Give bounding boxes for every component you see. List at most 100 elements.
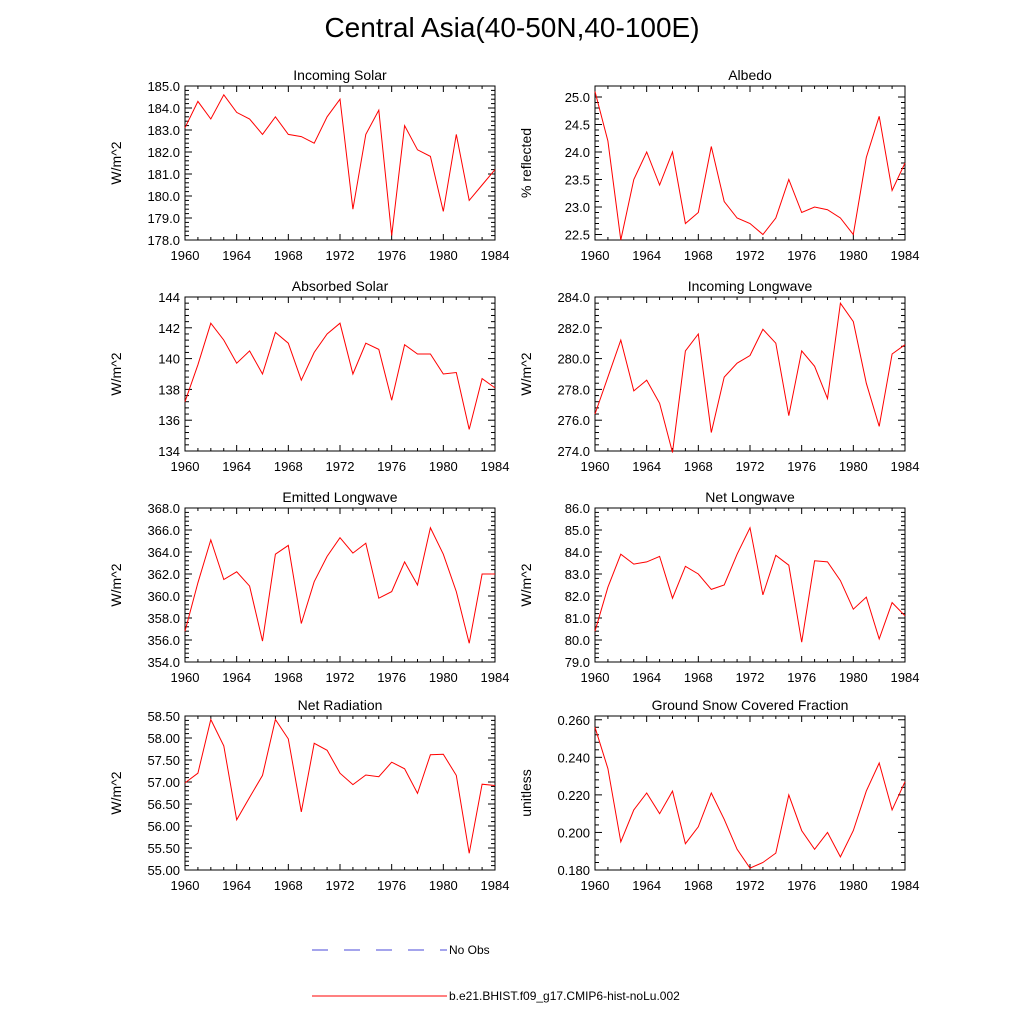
y-tick-label: 57.50 [147,753,180,768]
y-tick-label: 356.0 [147,633,180,648]
y-tick-label: 81.0 [565,611,590,626]
panel-title: Net Longwave [705,489,795,505]
y-tick-label: 142 [158,321,180,336]
y-axis-label: W/m^2 [518,352,534,395]
x-tick-label: 1984 [891,248,920,263]
x-tick-label: 1980 [839,878,868,893]
panel: Incoming Solar W/m^2 1960 1964 1968 1972 1976 1… [108,67,509,263]
y-tick-label: 24.0 [565,145,590,160]
y-tick-label: 84.0 [565,545,590,560]
x-tick-label: 1980 [429,878,458,893]
x-tick-label: 1972 [326,248,355,263]
x-tick-label: 1976 [787,670,816,685]
y-tick-label: 136 [158,413,180,428]
plot-frame [594,715,906,871]
x-tick-label: 1976 [787,459,816,474]
figure-title: Central Asia(40-50N,40-100E) [324,12,700,43]
panel-title: Incoming Solar [293,67,387,83]
y-tick-label: 24.5 [565,118,590,133]
x-tick-label: 1968 [684,878,713,893]
x-tick-label: 1968 [274,459,303,474]
plot-frame [594,507,906,663]
x-tick-label: 1976 [377,670,406,685]
y-tick-label: 0.200 [557,825,590,840]
x-tick-label: 1968 [274,248,303,263]
x-tick-label: 1964 [222,670,251,685]
x-tick-label: 1960 [171,459,200,474]
y-tick-label: 284.0 [557,290,590,305]
plot-frame [184,507,496,663]
x-tick-label: 1960 [581,248,610,263]
x-tick-label: 1972 [736,248,765,263]
y-tick-label: 55.00 [147,863,180,878]
y-axis-label: W/m^2 [108,352,124,395]
x-tick-label: 1960 [581,878,610,893]
y-tick-label: 280.0 [557,352,590,367]
x-tick-label: 1968 [274,878,303,893]
x-tick-label: 1984 [891,670,920,685]
x-tick-label: 1984 [891,459,920,474]
y-tick-label: 140 [158,352,180,367]
y-tick-label: 354.0 [147,655,180,670]
panel: Net Longwave W/m^2 1960 1964 1968 1972 1976 198… [518,489,919,685]
x-tick-label: 1984 [481,670,510,685]
y-tick-label: 278.0 [557,382,590,397]
y-tick-label: 182.0 [147,145,180,160]
panel: Net Radiation W/m^2 1960 1964 1968 1972 1976 19… [108,697,509,893]
panel-title: Net Radiation [298,697,383,713]
x-tick-label: 1980 [429,459,458,474]
x-tick-label: 1968 [684,670,713,685]
panel-title: Ground Snow Covered Fraction [652,697,849,713]
panel: Emitted Longwave W/m^2 1960 1964 1968 1972 197… [108,489,509,685]
x-tick-label: 1976 [377,878,406,893]
y-tick-label: 58.50 [147,709,180,724]
x-tick-label: 1964 [222,878,251,893]
x-tick-label: 1964 [222,459,251,474]
y-tick-label: 358.0 [147,611,180,626]
x-tick-label: 1976 [377,248,406,263]
panel: Absorbed Solar W/m^2 1960 1964 1968 1972 1976 1… [108,278,509,474]
series-line [594,526,906,643]
y-tick-label: 0.220 [557,788,590,803]
y-tick-label: 23.0 [565,200,590,215]
y-tick-label: 179.0 [147,211,180,226]
plot-frame [184,85,496,241]
x-tick-label: 1980 [429,248,458,263]
y-tick-label: 79.0 [565,655,590,670]
x-tick-label: 1960 [581,670,610,685]
y-tick-label: 23.5 [565,173,590,188]
x-tick-label: 1960 [171,670,200,685]
x-tick-label: 1980 [429,670,458,685]
y-tick-label: 25.0 [565,90,590,105]
x-tick-label: 1972 [736,670,765,685]
x-tick-label: 1968 [684,459,713,474]
y-axis-label: % reflected [518,128,534,198]
x-tick-label: 1980 [839,459,868,474]
x-tick-label: 1984 [481,459,510,474]
series-line [184,93,496,236]
series-line [594,301,906,453]
y-tick-label: 185.0 [147,79,180,94]
y-tick-label: 276.0 [557,413,590,428]
y-tick-label: 180.0 [147,189,180,204]
x-tick-label: 1972 [326,670,355,685]
x-tick-label: 1984 [891,878,920,893]
y-axis-label: W/m^2 [108,141,124,184]
y-tick-label: 83.0 [565,567,590,582]
y-tick-label: 144 [158,290,180,305]
series-line [184,322,496,430]
x-tick-label: 1968 [274,670,303,685]
panel-title: Incoming Longwave [688,278,813,294]
series-line [594,91,906,241]
y-axis-label: W/m^2 [108,563,124,606]
y-tick-label: 134 [158,444,180,459]
series-line [594,727,906,869]
legend-model-label: b.e21.BHIST.f09_g17.CMIP6-hist-noLu.002 [449,989,680,1003]
y-tick-label: 184.0 [147,101,180,116]
x-tick-label: 1972 [736,878,765,893]
plot-frame [594,296,906,452]
panel: Albedo % reflected 1960 1964 1968 1972 1976 198… [518,67,919,263]
x-tick-label: 1964 [222,248,251,263]
y-tick-label: 0.260 [557,713,590,728]
